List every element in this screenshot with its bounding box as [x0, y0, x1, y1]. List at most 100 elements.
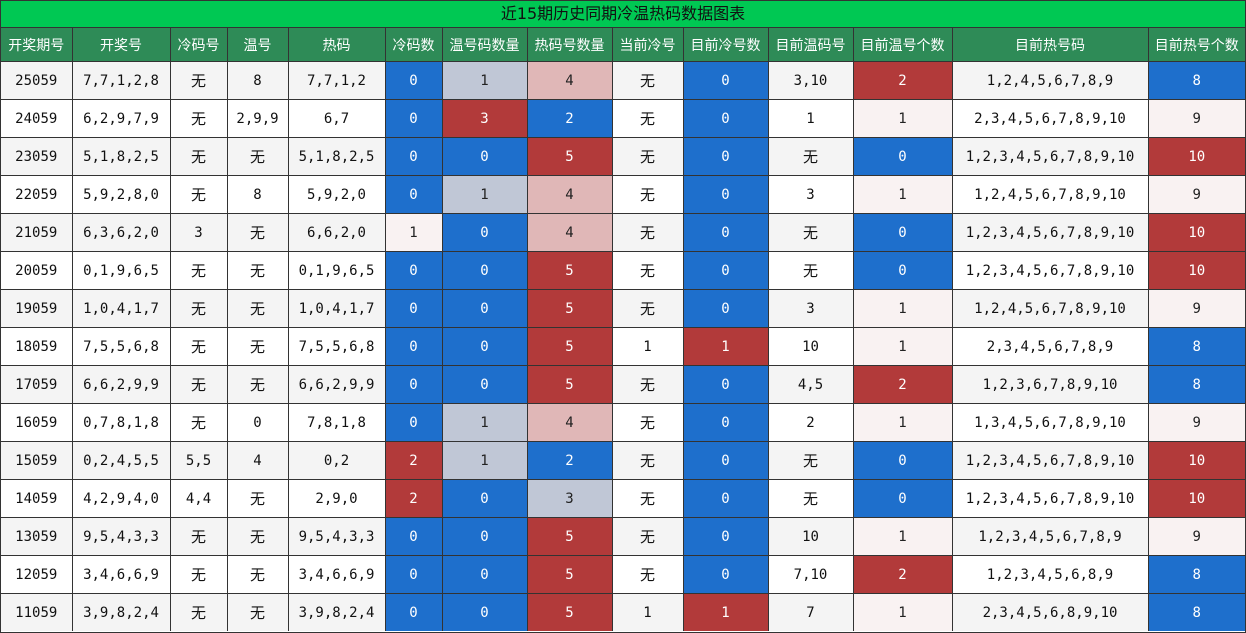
- cell-current-warm: 3,10: [767, 61, 854, 100]
- cell-current-warm: 无: [767, 441, 854, 480]
- column-header-current-hot-count: 目前热号个数: [1147, 28, 1245, 62]
- cell-draw-numbers: 6,2,9,7,9: [71, 99, 171, 138]
- cell-cold-numbers: 5,5: [169, 441, 228, 480]
- cell-current-cold: 无: [611, 403, 684, 442]
- cell-current-hot: 2,3,4,5,6,7,8,9,10: [951, 99, 1149, 138]
- cell-current-warm: 无: [767, 137, 854, 176]
- cell-warm-numbers: 8: [226, 61, 289, 100]
- cell-hot-numbers: 2,9,0: [287, 479, 386, 518]
- cell-draw-period: 15059: [1, 441, 73, 480]
- cell-cold-numbers: 无: [169, 327, 228, 366]
- cell-current-hot: 1,2,3,6,7,8,9,10: [951, 365, 1149, 404]
- cell-warm-count: 0: [441, 479, 528, 518]
- cell-current-cold: 无: [611, 441, 684, 480]
- cell-current-cold-count: 0: [682, 517, 769, 556]
- cell-warm-count: 0: [441, 365, 528, 404]
- cell-current-cold: 无: [611, 213, 684, 252]
- cell-cold-count: 0: [384, 365, 443, 404]
- cell-hot-numbers: 5,9,2,0: [287, 175, 386, 214]
- cell-current-hot: 1,2,4,5,6,7,8,9,10: [951, 289, 1149, 328]
- table-row: 20059 0,1,9,6,5 无无 0,1,9,6,5 0 0 5 无 0 无 0 1,2,3,4,…: [1, 251, 1245, 290]
- cell-current-hot: 1,2,3,4,5,6,7,8,9,10: [951, 137, 1149, 176]
- cell-current-cold: 无: [611, 479, 684, 518]
- cell-cold-numbers: 无: [169, 593, 228, 631]
- cell-hot-count: 5: [526, 137, 613, 176]
- cell-warm-numbers: 无: [226, 289, 289, 328]
- cell-draw-period: 21059: [1, 213, 73, 252]
- cell-current-warm-count: 0: [852, 213, 953, 252]
- cell-current-hot: 1,2,3,4,5,6,8,9: [951, 555, 1149, 594]
- cell-cold-numbers: 3: [169, 213, 228, 252]
- cell-current-warm: 10: [767, 327, 854, 366]
- cell-cold-count: 0: [384, 517, 443, 556]
- column-header-current-hot: 目前热号码: [951, 28, 1149, 62]
- cell-draw-period: 18059: [1, 327, 73, 366]
- cell-current-cold: 无: [611, 137, 684, 176]
- cell-current-warm: 7,10: [767, 555, 854, 594]
- cell-draw-numbers: 0,2,4,5,5: [71, 441, 171, 480]
- cell-draw-period: 12059: [1, 555, 73, 594]
- cell-current-cold-count: 1: [682, 327, 769, 366]
- cell-cold-count: 0: [384, 137, 443, 176]
- cell-current-cold-count: 1: [682, 593, 769, 631]
- column-header-cold-numbers: 冷码号: [169, 28, 228, 62]
- column-header-draw-numbers: 开奖号: [71, 28, 171, 62]
- column-header-cold-count: 冷码数: [384, 28, 443, 62]
- cell-draw-numbers: 4,2,9,4,0: [71, 479, 171, 518]
- cell-warm-count: 0: [441, 593, 528, 631]
- cell-warm-numbers: 0: [226, 403, 289, 442]
- cell-draw-numbers: 7,7,1,2,8: [71, 61, 171, 100]
- column-header-hot-count: 热码号数量: [526, 28, 613, 62]
- cell-warm-count: 3: [441, 99, 528, 138]
- cell-current-hot-count: 9: [1147, 175, 1245, 214]
- cell-draw-period: 23059: [1, 137, 73, 176]
- cell-warm-count: 0: [441, 213, 528, 252]
- cell-cold-count: 1: [384, 213, 443, 252]
- cell-current-hot-count: 9: [1147, 517, 1245, 556]
- cell-current-warm-count: 0: [852, 251, 953, 290]
- cell-current-hot: 1,3,4,5,6,7,8,9,10: [951, 403, 1149, 442]
- cell-cold-numbers: 无: [169, 251, 228, 290]
- cell-draw-numbers: 3,9,8,2,4: [71, 593, 171, 631]
- cell-draw-period: 11059: [1, 593, 73, 631]
- cell-cold-numbers: 无: [169, 555, 228, 594]
- cell-warm-numbers: 无: [226, 251, 289, 290]
- cell-cold-numbers: 无: [169, 99, 228, 138]
- cell-current-cold-count: 0: [682, 137, 769, 176]
- cell-warm-count: 0: [441, 517, 528, 556]
- cell-draw-numbers: 3,4,6,6,9: [71, 555, 171, 594]
- cell-warm-count: 0: [441, 289, 528, 328]
- cell-current-cold: 无: [611, 365, 684, 404]
- cell-warm-numbers: 无: [226, 137, 289, 176]
- cell-current-warm-count: 1: [852, 327, 953, 366]
- cell-hot-numbers: 6,6,2,9,9: [287, 365, 386, 404]
- cell-hot-count: 2: [526, 441, 613, 480]
- cell-current-warm-count: 1: [852, 403, 953, 442]
- cell-current-cold-count: 0: [682, 61, 769, 100]
- cell-draw-period: 22059: [1, 175, 73, 214]
- cell-current-hot-count: 8: [1147, 61, 1245, 100]
- cell-hot-numbers: 6,6,2,0: [287, 213, 386, 252]
- cell-current-warm-count: 0: [852, 441, 953, 480]
- column-header-hot-numbers: 热码: [287, 28, 386, 62]
- cell-current-cold-count: 0: [682, 441, 769, 480]
- cell-current-hot: 1,2,4,5,6,7,8,9,10: [951, 175, 1149, 214]
- cell-current-hot: 1,2,3,4,5,6,7,8,9,10: [951, 213, 1149, 252]
- table-row: 17059 6,6,2,9,9 无无 6,6,2,9,9 0 0 5 无 0 4,5 2 1,2,3,…: [1, 365, 1245, 404]
- cell-current-cold-count: 0: [682, 289, 769, 328]
- cell-draw-period: 13059: [1, 517, 73, 556]
- cell-current-hot: 2,3,4,5,6,8,9,10: [951, 593, 1149, 631]
- cell-cold-numbers: 无: [169, 137, 228, 176]
- cell-current-hot-count: 9: [1147, 289, 1245, 328]
- cell-current-warm-count: 1: [852, 593, 953, 631]
- cell-draw-numbers: 7,5,5,6,8: [71, 327, 171, 366]
- cell-warm-count: 0: [441, 327, 528, 366]
- cell-hot-count: 5: [526, 365, 613, 404]
- cell-cold-numbers: 无: [169, 403, 228, 442]
- cell-cold-numbers: 无: [169, 517, 228, 556]
- cell-current-cold-count: 0: [682, 479, 769, 518]
- cell-current-warm-count: 1: [852, 289, 953, 328]
- cell-current-warm-count: 1: [852, 517, 953, 556]
- cell-hot-numbers: 0,1,9,6,5: [287, 251, 386, 290]
